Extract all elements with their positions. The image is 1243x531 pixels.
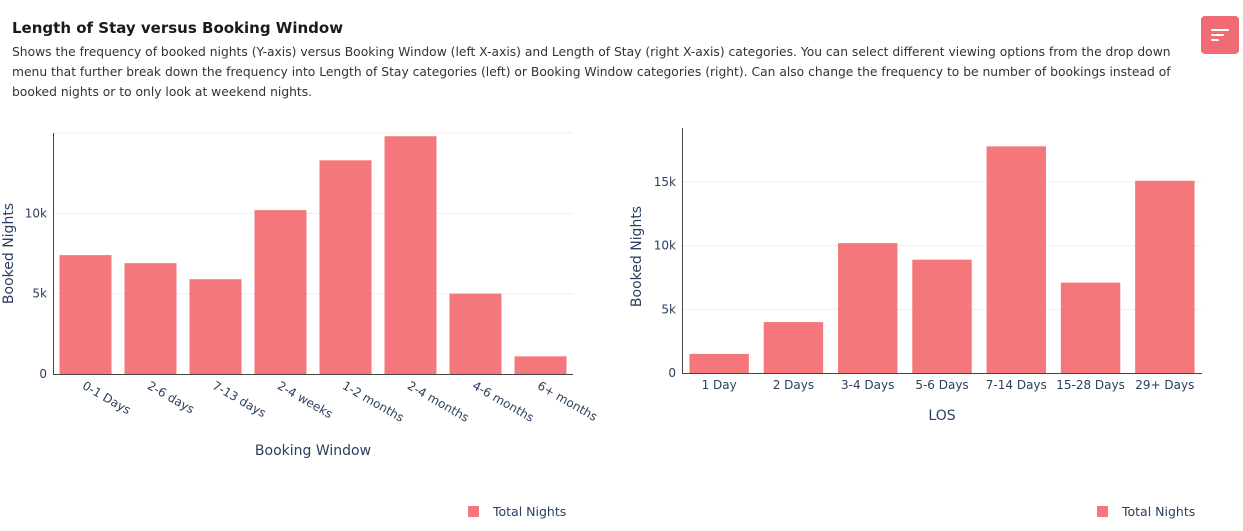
- bar[interactable]: [1135, 180, 1195, 373]
- bar[interactable]: [254, 210, 307, 374]
- booking-window-chart: 0 5k 10k 0-1 Days 2-6 days 7-13 days 2-4 weeks…: [1, 132, 600, 459]
- x-tick-label: 2 Days: [773, 378, 814, 392]
- legend-swatch: [1097, 506, 1108, 517]
- bar[interactable]: [124, 263, 177, 374]
- y-tick-label: 0: [39, 367, 47, 381]
- bar[interactable]: [449, 293, 502, 374]
- y-tick-label: 0: [668, 366, 676, 380]
- y-tick-label: 15k: [654, 175, 676, 189]
- legend-swatch: [468, 506, 479, 517]
- bar[interactable]: [838, 243, 898, 373]
- legend-label: Total Nights: [1122, 504, 1196, 519]
- x-tick-label: 2-4 weeks: [275, 378, 335, 421]
- y-tick-label: 5k: [661, 302, 676, 316]
- x-tick-label: 6+ months: [535, 378, 600, 423]
- bar[interactable]: [189, 279, 242, 374]
- x-tick-label: 4-6 months: [470, 378, 536, 424]
- y-tick-label: 10k: [25, 206, 47, 220]
- page-header: Length of Stay versus Booking Window Sho…: [12, 12, 1182, 102]
- x-tick-label: 7-14 Days: [986, 378, 1047, 392]
- x-tick-label: 3-4 Days: [841, 378, 894, 392]
- bar[interactable]: [912, 259, 972, 373]
- y-axis-title: Booked Nights: [1, 203, 17, 304]
- x-tick-label: 2-4 months: [405, 378, 471, 424]
- x-tick-label: 0-1 Days: [80, 378, 133, 417]
- view-options-menu-button[interactable]: [1201, 16, 1239, 54]
- x-tick-label: 29+ Days: [1135, 378, 1194, 392]
- x-tick-label: 2-6 days: [145, 378, 197, 416]
- los-chart: 0 5k 10k 15k 1 Day 2 Days 3-4 Days 5-6 Days 7-14…: [629, 128, 1202, 424]
- x-axis-title: LOS: [928, 408, 955, 424]
- bar[interactable]: [986, 146, 1046, 373]
- bar[interactable]: [1060, 282, 1121, 373]
- legend-label: Total Nights: [493, 504, 567, 519]
- x-tick-label: 5-6 Days: [915, 378, 968, 392]
- x-tick-label: 1 Day: [702, 378, 737, 392]
- y-tick-label: 10k: [654, 239, 676, 253]
- x-tick-label: 1-2 months: [340, 378, 406, 424]
- page-description: Shows the frequency of booked nights (Y-…: [12, 45, 1171, 99]
- legend-left[interactable]: Total Nights: [468, 504, 566, 519]
- bar[interactable]: [319, 160, 372, 374]
- x-tick-label: 15-28 Days: [1056, 378, 1125, 392]
- bar[interactable]: [59, 255, 112, 374]
- bar[interactable]: [514, 356, 567, 374]
- y-axis-title: Booked Nights: [629, 206, 645, 307]
- bar[interactable]: [689, 353, 749, 373]
- x-tick-label: 7-13 days: [210, 378, 268, 420]
- page-title: Length of Stay versus Booking Window: [12, 19, 344, 37]
- y-tick-label: 5k: [32, 287, 47, 301]
- bar[interactable]: [384, 136, 437, 374]
- x-axis-title: Booking Window: [255, 443, 371, 459]
- legend-right[interactable]: Total Nights: [1097, 504, 1195, 519]
- bar[interactable]: [763, 322, 824, 373]
